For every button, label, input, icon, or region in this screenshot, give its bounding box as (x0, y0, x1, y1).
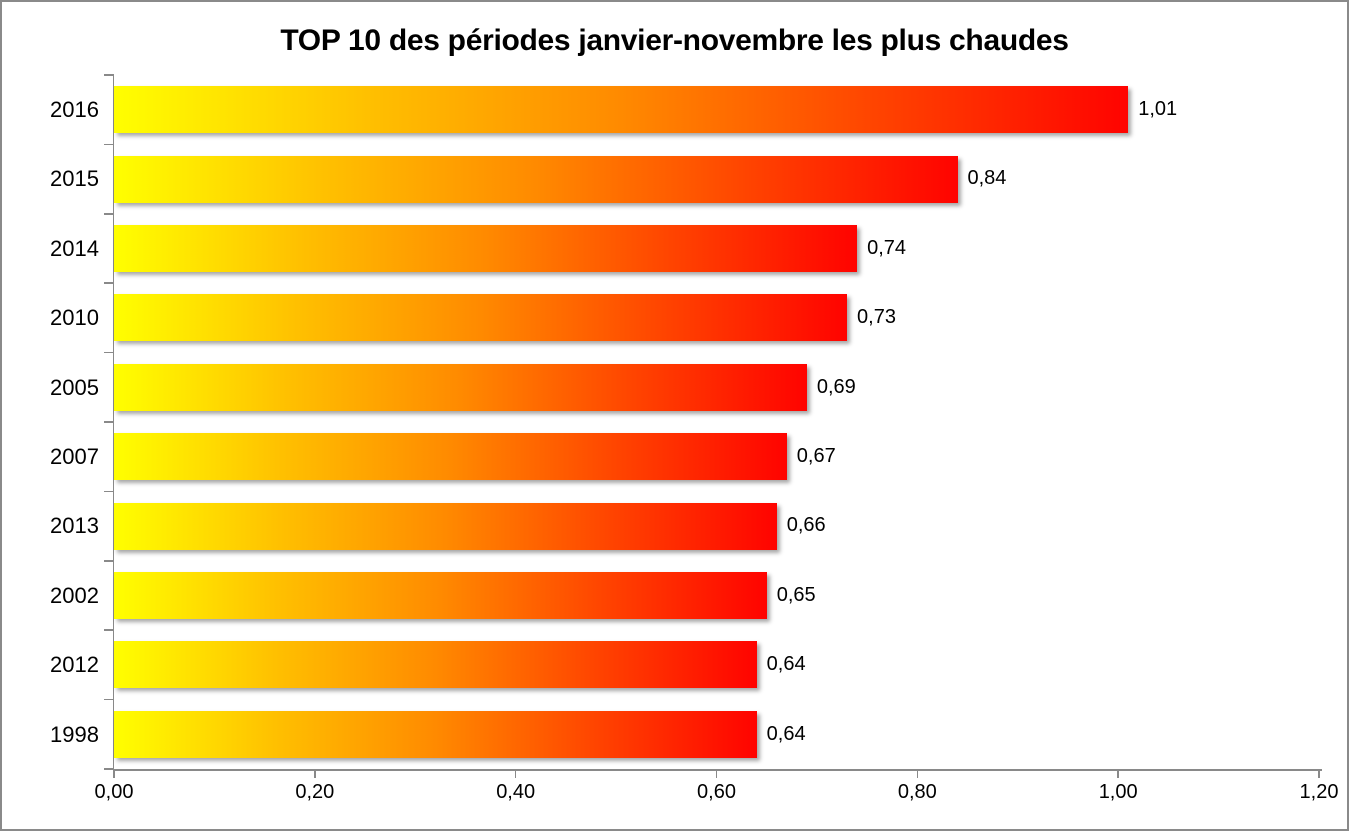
x-tick-label: 0,80 (897, 781, 937, 803)
y-axis-tick (104, 282, 114, 284)
x-tick-label: 0,60 (697, 781, 736, 803)
bar (114, 86, 1129, 134)
bar (114, 363, 807, 411)
category-label: 2015 (50, 166, 99, 192)
y-axis-tick (104, 421, 114, 423)
y-axis-tick (104, 768, 114, 770)
bar (114, 155, 958, 203)
bar (114, 641, 757, 689)
x-tick-label: 0,20 (295, 781, 335, 803)
value-label: 1,01 (1138, 98, 1178, 120)
value-label: 0,84 (967, 167, 1007, 190)
y-axis-tick (104, 213, 114, 215)
y-axis-tick (104, 490, 114, 493)
bar (114, 502, 777, 550)
value-label: 0,74 (867, 236, 907, 259)
y-axis-tick (104, 560, 114, 562)
y-axis-tick (104, 629, 114, 631)
chart-title: TOP 10 des périodes janvier-novembre les… (280, 24, 1069, 57)
value-label: 0,73 (857, 306, 896, 329)
y-axis-tick (104, 698, 114, 701)
bar (114, 572, 767, 619)
bar (114, 710, 757, 758)
x-tick-label: 1,20 (1299, 781, 1339, 803)
y-axis-tick (104, 74, 114, 76)
x-tick-label: 0,40 (496, 781, 536, 803)
x-axis-tick (916, 769, 919, 778)
category-label: 2002 (50, 582, 99, 608)
value-label: 0,66 (786, 514, 826, 537)
value-label: 0,69 (816, 375, 856, 398)
y-axis-tick (104, 143, 114, 146)
value-label: 0,64 (766, 653, 806, 676)
x-tick-label: 1,00 (1098, 781, 1138, 803)
x-axis-tick (715, 769, 718, 778)
value-label: 0,67 (796, 445, 836, 467)
category-label: 2012 (50, 652, 99, 678)
category-label: 2005 (50, 374, 99, 400)
x-axis-tick (514, 769, 517, 778)
x-axis-tick (1318, 769, 1320, 778)
x-tick-label: 0,00 (94, 781, 134, 803)
x-axis-tick (113, 769, 115, 778)
category-label: 2007 (50, 444, 99, 469)
value-label: 0,65 (776, 583, 816, 606)
bar (114, 294, 848, 342)
category-label: 2013 (50, 513, 99, 539)
bar (114, 433, 787, 481)
x-axis-tick (1117, 769, 1119, 778)
x-axis-tick (314, 769, 316, 778)
category-label: 2016 (50, 97, 99, 122)
y-axis-tick (104, 351, 114, 354)
category-label: 2014 (50, 235, 99, 261)
value-label: 0,64 (766, 722, 806, 745)
bar (114, 225, 858, 272)
category-label: 2010 (50, 305, 99, 331)
category-label: 1998 (50, 721, 99, 747)
